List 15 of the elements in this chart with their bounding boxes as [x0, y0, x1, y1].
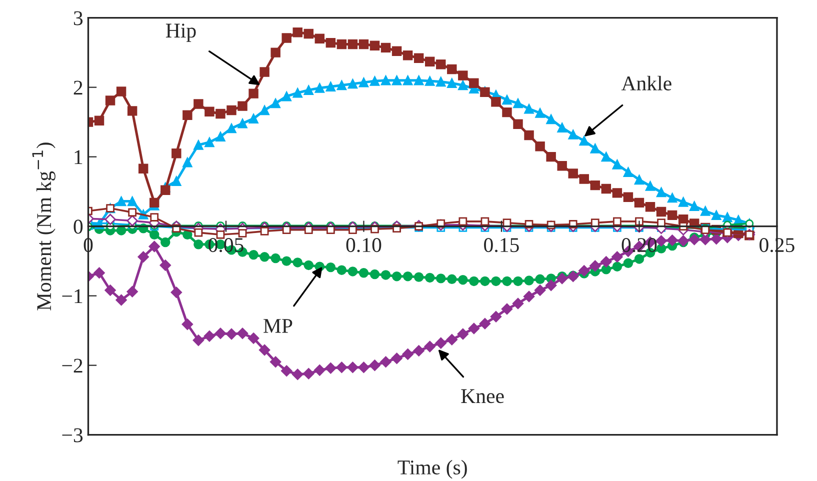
y-tick-label: 0: [74, 220, 83, 234]
annotation: Hip: [166, 24, 196, 42]
annotation: MP: [264, 319, 292, 333]
y-tick-label: 2: [74, 80, 82, 95]
annotation: Knee: [461, 389, 504, 404]
x-axis-title: Time (s): [398, 460, 467, 479]
y-tick-label: 3: [74, 11, 83, 26]
y-axis-title: Moment (Nm kg$^{−1}$): [32, 142, 56, 310]
y-tick-label: 1: [74, 150, 82, 164]
y-tick-label: −3: [62, 428, 83, 442]
x-tick-label: 0.10: [346, 238, 382, 252]
y-tick-label: −2: [62, 358, 82, 373]
y-tick-label: −1: [62, 289, 82, 304]
annotation: Ankle: [621, 76, 672, 90]
x-tick-label: 0.15: [484, 238, 519, 252]
